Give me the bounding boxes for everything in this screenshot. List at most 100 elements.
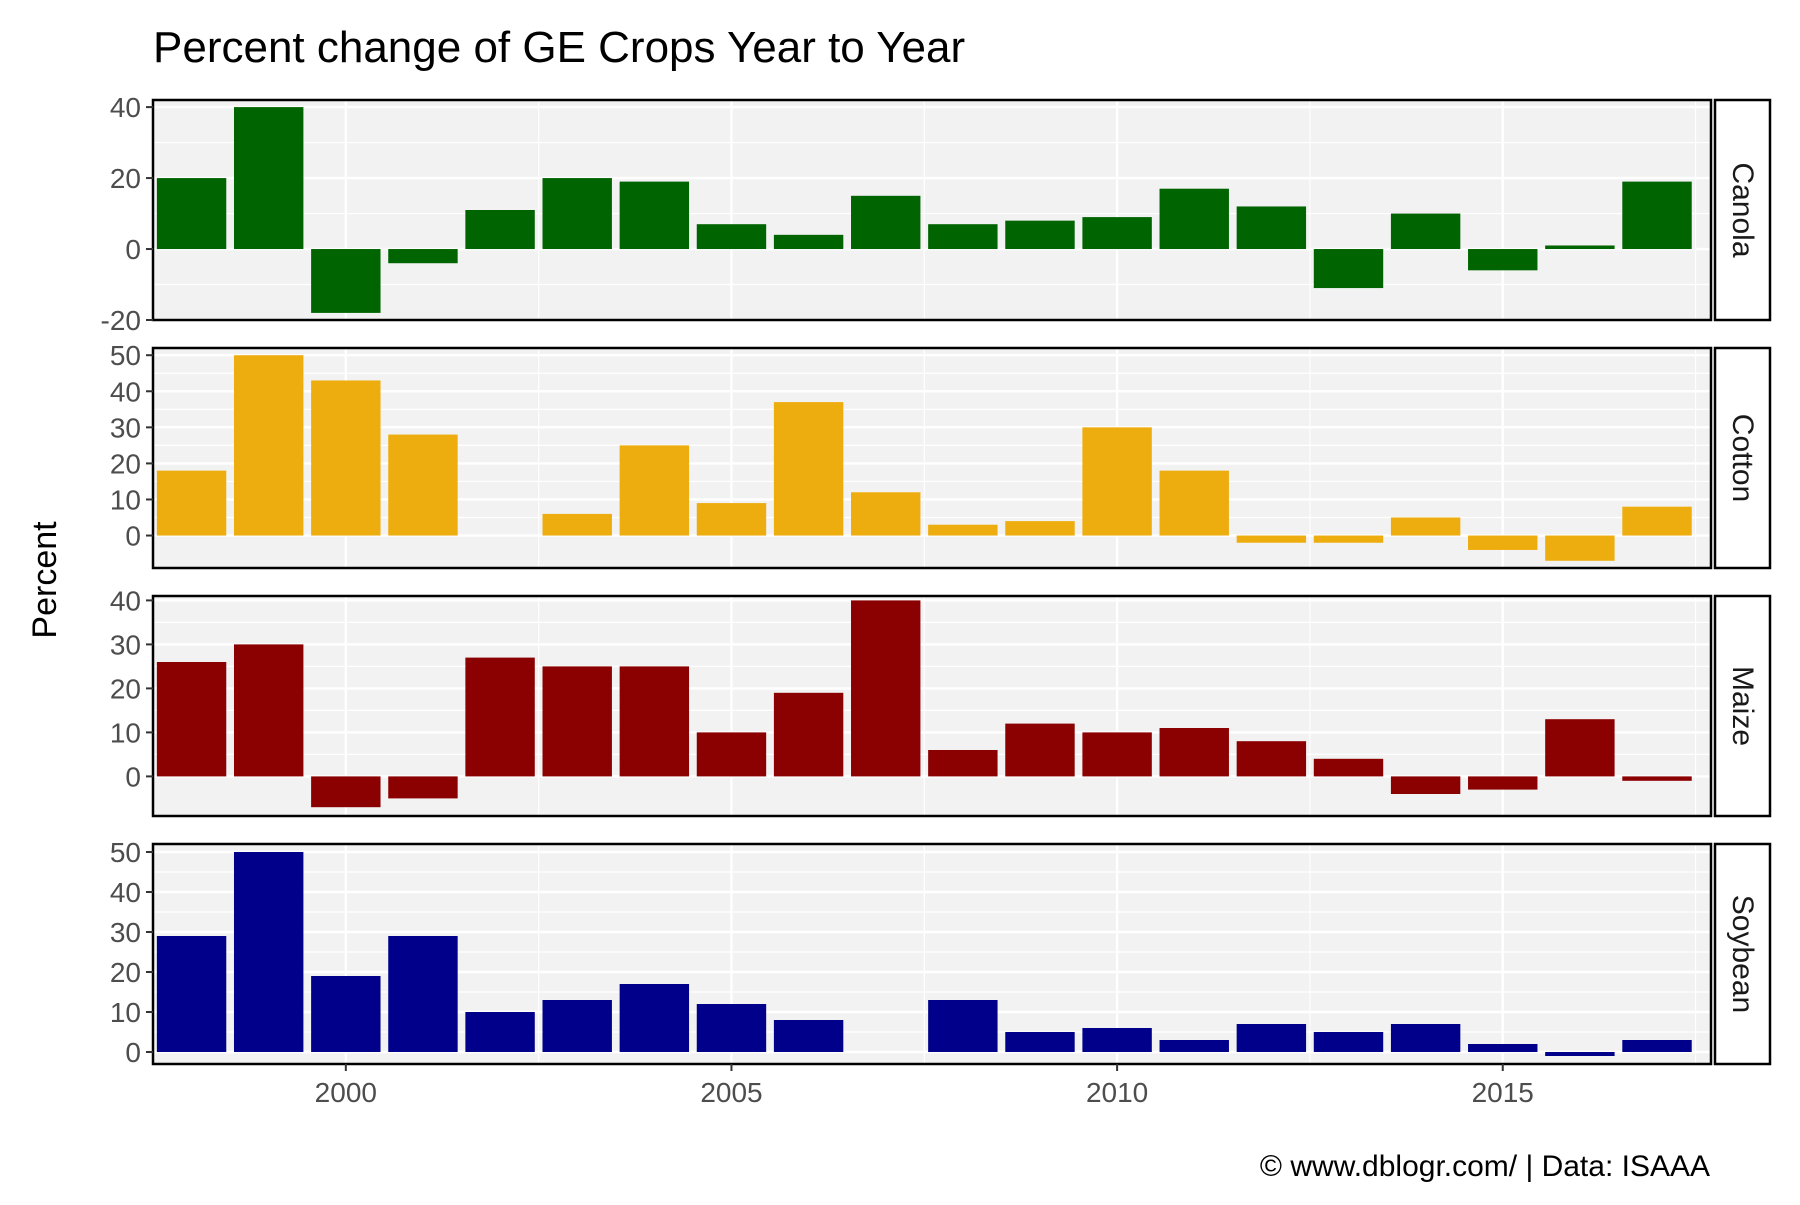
bar-soybean-2005 xyxy=(696,1004,767,1052)
bar-cotton-2004 xyxy=(619,445,690,536)
y-tick-label: 0 xyxy=(125,521,141,552)
facet-panel-soybean: 0 10 20 30 40 50 Soybean xyxy=(110,837,1772,1068)
bar-maize-2002 xyxy=(465,657,535,777)
y-tick-label: 20 xyxy=(110,163,141,194)
bar-cotton-2003 xyxy=(542,513,612,536)
bar-cotton-2013 xyxy=(1313,535,1384,543)
bar-maize-2003 xyxy=(542,666,612,777)
y-tick-label: 40 xyxy=(110,92,141,123)
bar-canola-2007 xyxy=(851,195,921,250)
panel-border xyxy=(151,346,1713,570)
bar-soybean-2014 xyxy=(1390,1024,1461,1052)
bar-canola-2002 xyxy=(465,210,535,250)
bar-cotton-2000 xyxy=(311,380,381,536)
y-tick-label: 50 xyxy=(110,837,141,868)
facet-strip xyxy=(1713,842,1772,1066)
x-tick-label: 2010 xyxy=(1086,1077,1148,1108)
bar-maize-2014 xyxy=(1390,776,1461,794)
facet-strip-label-canola: Canola xyxy=(1726,162,1759,257)
bar-canola-1998 xyxy=(156,178,227,250)
y-tick-label: 10 xyxy=(110,997,141,1028)
facet-strip xyxy=(1713,594,1772,818)
bar-canola-2001 xyxy=(388,249,458,264)
bar-soybean-2015 xyxy=(1468,1044,1538,1052)
facet-strip xyxy=(1713,346,1772,570)
bar-soybean-1999 xyxy=(233,852,304,1052)
y-tick-label: 20 xyxy=(110,957,141,988)
y-tick-label: 0 xyxy=(125,1037,141,1068)
bar-soybean-2010 xyxy=(1082,1028,1152,1052)
bar-maize-2016 xyxy=(1545,719,1615,777)
panel-border xyxy=(151,594,1713,818)
y-tick-label: 20 xyxy=(110,673,141,704)
bar-soybean-2003 xyxy=(542,1000,612,1052)
bar-canola-2005 xyxy=(696,224,767,250)
facet-strip xyxy=(1713,98,1772,322)
chart-title: Percent change of GE Crops Year to Year xyxy=(153,23,965,72)
x-tick-label: 2015 xyxy=(1472,1077,1534,1108)
bar-maize-1999 xyxy=(233,644,304,777)
bar-cotton-2012 xyxy=(1236,535,1307,543)
y-tick-label: 10 xyxy=(110,717,141,748)
bar-cotton-2001 xyxy=(388,434,458,536)
bar-soybean-2009 xyxy=(1005,1032,1075,1052)
bar-cotton-2006 xyxy=(773,402,844,536)
facet-strip-label-soybean: Soybean xyxy=(1726,895,1759,1013)
bar-canola-2003 xyxy=(542,178,612,250)
y-tick-label: 0 xyxy=(125,234,141,265)
bar-cotton-2010 xyxy=(1082,427,1152,536)
bar-soybean-2006 xyxy=(773,1020,844,1052)
bar-maize-2006 xyxy=(773,692,844,777)
facet-panel-canola: -20 0 20 40 Canola xyxy=(101,92,1772,336)
bar-maize-2007 xyxy=(851,600,921,777)
facet-strip-label-cotton: Cotton xyxy=(1726,414,1759,502)
bar-cotton-1999 xyxy=(233,355,304,536)
panel-border xyxy=(151,98,1713,322)
bar-soybean-1998 xyxy=(156,936,227,1052)
bar-canola-2008 xyxy=(928,224,998,250)
bar-canola-2012 xyxy=(1236,206,1307,250)
chart-caption: © www.dblogr.com/ | Data: ISAAA xyxy=(1260,1150,1710,1183)
bar-soybean-2008 xyxy=(928,1000,998,1052)
bar-canola-2011 xyxy=(1159,188,1229,250)
y-tick-label: 0 xyxy=(125,761,141,792)
bar-soybean-2002 xyxy=(465,1012,535,1052)
bar-maize-2001 xyxy=(388,776,458,799)
bar-maize-2010 xyxy=(1082,732,1152,777)
bar-cotton-2016 xyxy=(1545,535,1615,561)
bar-canola-2014 xyxy=(1390,213,1461,250)
bar-maize-2008 xyxy=(928,750,998,777)
bar-cotton-2015 xyxy=(1468,535,1538,550)
bar-cotton-2017 xyxy=(1622,506,1692,536)
facet-panel-cotton: 0 10 20 30 40 50 Cotton xyxy=(110,340,1772,570)
bar-cotton-2005 xyxy=(696,503,767,536)
bar-canola-2013 xyxy=(1313,249,1384,289)
bar-canola-2017 xyxy=(1622,181,1692,250)
bar-canola-2016 xyxy=(1545,245,1615,250)
bar-cotton-2007 xyxy=(851,492,921,536)
bar-canola-2009 xyxy=(1005,220,1075,250)
y-tick-label: 10 xyxy=(110,484,141,515)
bar-maize-2000 xyxy=(311,776,381,808)
y-axis-label: Percent xyxy=(26,521,64,639)
bar-maize-2013 xyxy=(1313,758,1384,777)
y-tick-label: 40 xyxy=(110,585,141,616)
bar-cotton-1998 xyxy=(156,470,227,536)
bar-cotton-2008 xyxy=(928,524,998,536)
bar-canola-2000 xyxy=(311,249,381,313)
bar-soybean-2016 xyxy=(1545,1052,1615,1056)
bar-soybean-2012 xyxy=(1236,1024,1307,1052)
bar-maize-2015 xyxy=(1468,776,1538,790)
bar-maize-2004 xyxy=(619,666,690,777)
y-tick-label: 30 xyxy=(110,629,141,660)
y-tick-label: 40 xyxy=(110,376,141,407)
y-tick-label: 30 xyxy=(110,917,141,948)
panel-background xyxy=(153,100,1711,320)
bar-cotton-2011 xyxy=(1159,470,1229,536)
x-tick-label: 2005 xyxy=(700,1077,762,1108)
facet-panel-maize: 0 10 20 30 40 Maize xyxy=(110,585,1772,818)
bar-maize-2017 xyxy=(1622,776,1692,781)
bar-soybean-2017 xyxy=(1622,1040,1692,1052)
bar-cotton-2014 xyxy=(1390,517,1461,536)
